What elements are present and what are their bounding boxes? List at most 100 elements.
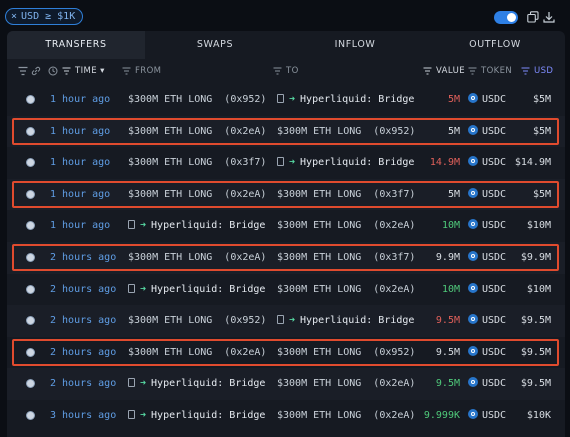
to-entity-name[interactable]: Hyperliquid: Bridge (300, 157, 415, 169)
to-address[interactable]: (0x952) (373, 125, 416, 137)
filter-icon[interactable] (521, 66, 530, 75)
time-cell[interactable]: 2 hours ago (50, 283, 117, 295)
time-cell[interactable]: 2 hours ago (50, 252, 117, 263)
to-address[interactable]: (0x2eA) (373, 378, 416, 390)
to-cell[interactable]: $300M ETH LONG (0x3f7) (277, 242, 415, 274)
download-icon[interactable] (543, 11, 555, 23)
to-entity-name[interactable]: $300M ETH LONG (277, 346, 362, 358)
remove-filter-icon[interactable]: × (11, 11, 18, 22)
from-cell[interactable]: $300M ETH LONG (0x952) (128, 84, 266, 116)
to-entity-name[interactable]: $300M ETH LONG (277, 125, 362, 137)
to-address[interactable]: (0x3f7) (373, 188, 416, 200)
tab-swaps[interactable]: SWAPS (196, 39, 234, 50)
token-column-header[interactable]: TOKEN (468, 65, 512, 77)
token-cell[interactable]: USDC (468, 274, 506, 306)
to-entity-name[interactable]: Hyperliquid: Bridge (300, 315, 415, 327)
usd-filter-chip[interactable]: × USD ≥ $1K (5, 8, 83, 25)
table-row[interactable]: 1 hour ago $300M ETH LONG (0x3f7) ➜ Hyperliq… (7, 147, 565, 179)
from-cell[interactable]: ➜ Hyperliquid: Bridge (128, 368, 265, 400)
time-cell[interactable]: 3 hours ago (50, 410, 117, 421)
token-cell[interactable]: USDC (468, 368, 506, 400)
table-row[interactable]: 2 hours ago ➜ Hyperliquid: Bridge $300M ETH… (7, 368, 565, 400)
from-entity-name[interactable]: $300M ETH LONG (128, 315, 213, 327)
from-entity-name[interactable]: $300M ETH LONG (128, 252, 213, 263)
time-cell[interactable]: 1 hour ago (50, 94, 111, 105)
token-cell[interactable]: USDC (468, 210, 506, 242)
to-entity-name[interactable]: $300M ETH LONG (277, 188, 362, 200)
filter-icon[interactable] (62, 66, 71, 75)
tab-outflow[interactable]: OUTFLOW (469, 39, 521, 50)
from-entity-name[interactable]: Hyperliquid: Bridge (151, 378, 266, 390)
to-cell[interactable]: ➜ Hyperliquid: Bridge (277, 147, 414, 179)
table-row[interactable]: 2 hours ago $300M ETH LONG (0x952) ➜ Hyperli… (7, 305, 565, 337)
table-row[interactable]: 2 hours ago ➜ Hyperliquid: Bridge $300M ETH… (7, 274, 565, 306)
from-entity-name[interactable]: $300M ETH LONG (128, 94, 213, 105)
table-row[interactable]: 2 hours ago $300M ETH LONG (0x2eA) $300M ET… (7, 337, 565, 369)
from-cell[interactable]: $300M ETH LONG (0x952) (128, 305, 266, 337)
to-entity-name[interactable]: $300M ETH LONG (277, 220, 362, 232)
from-address[interactable]: (0x2eA) (224, 188, 267, 200)
to-cell[interactable]: $300M ETH LONG (0x2eA) (277, 210, 415, 242)
from-address[interactable]: (0x2eA) (224, 252, 267, 263)
from-cell[interactable]: ➜ Hyperliquid: Bridge (128, 400, 265, 432)
link-icon[interactable] (31, 65, 41, 77)
from-entity-name[interactable]: $300M ETH LONG (128, 188, 213, 200)
time-cell[interactable]: 1 hour ago (50, 220, 111, 232)
table-row[interactable]: 1 hour ago $300M ETH LONG (0x2eA) $300M ETH… (7, 178, 565, 211)
to-entity-name[interactable]: $300M ETH LONG (277, 378, 362, 390)
time-cell[interactable]: 2 hours ago (50, 346, 117, 358)
filter-icon[interactable] (468, 66, 477, 75)
to-cell[interactable]: ➜ Hyperliquid: Bridge (277, 84, 414, 116)
tab-transfers[interactable]: TRANSFERS (7, 31, 145, 59)
to-cell[interactable]: $300M ETH LONG (0x2eA) (277, 400, 415, 432)
toggle-switch[interactable] (494, 11, 518, 24)
token-cell[interactable]: USDC (468, 305, 506, 337)
token-cell[interactable]: USDC (468, 242, 506, 274)
time-cell[interactable]: 1 hour ago (50, 125, 111, 137)
to-cell[interactable]: $300M ETH LONG (0x952) (277, 116, 415, 148)
to-cell[interactable]: $300M ETH LONG (0x2eA) (277, 274, 415, 306)
to-cell[interactable]: $300M ETH LONG (0x952) (277, 337, 415, 369)
to-column-header[interactable]: TO (273, 65, 299, 77)
filter-icon[interactable] (122, 66, 131, 75)
from-entity-name[interactable]: Hyperliquid: Bridge (151, 410, 266, 421)
table-row[interactable]: 1 hour ago $300M ETH LONG (0x2eA) $300M ETH… (7, 115, 565, 148)
from-entity-name[interactable]: Hyperliquid: Bridge (151, 283, 266, 295)
from-entity-name[interactable]: $300M ETH LONG (128, 125, 213, 137)
from-address[interactable]: (0x3f7) (224, 157, 267, 169)
table-row[interactable]: 3 hours ago ➜ Hyperliquid: Bridge $300M ETH… (7, 400, 565, 432)
token-cell[interactable]: USDC (468, 337, 506, 369)
from-cell[interactable]: $300M ETH LONG (0x2eA) (128, 337, 266, 369)
usd-column-header[interactable]: USD (521, 65, 553, 77)
time-cell[interactable]: 1 hour ago (50, 188, 111, 200)
to-entity-name[interactable]: $300M ETH LONG (277, 252, 362, 263)
from-cell[interactable]: $300M ETH LONG (0x2eA) (128, 179, 266, 211)
to-entity-name[interactable]: $300M ETH LONG (277, 410, 362, 421)
from-cell[interactable]: $300M ETH LONG (0x3f7) (128, 147, 266, 179)
to-cell[interactable]: $300M ETH LONG (0x2eA) (277, 368, 415, 400)
from-entity-name[interactable]: Hyperliquid: Bridge (151, 220, 266, 232)
token-cell[interactable]: USDC (468, 116, 506, 148)
value-column-header[interactable]: VALUE (423, 65, 465, 77)
table-row[interactable]: 1 hour ago ➜ Hyperliquid: Bridge $300M ETH … (7, 210, 565, 242)
to-entity-name[interactable]: Hyperliquid: Bridge (300, 94, 415, 105)
from-address[interactable]: (0x2eA) (224, 125, 267, 137)
tab-inflow[interactable]: INFLOW (334, 39, 376, 50)
to-cell[interactable]: $300M ETH LONG (0x3f7) (277, 179, 415, 211)
from-cell[interactable]: ➜ Hyperliquid: Bridge (128, 210, 265, 242)
time-cell[interactable]: 1 hour ago (50, 157, 111, 169)
filter-icon[interactable] (18, 65, 28, 77)
from-address[interactable]: (0x2eA) (224, 346, 267, 358)
from-column-header[interactable]: FROM (122, 65, 161, 77)
to-entity-name[interactable]: $300M ETH LONG (277, 283, 362, 295)
table-row[interactable]: 2 hours ago $300M ETH LONG (0x2eA) $300M ET… (7, 242, 565, 274)
from-address[interactable]: (0x952) (224, 94, 267, 105)
filter-icon[interactable] (423, 66, 432, 75)
clock-icon[interactable] (48, 65, 58, 77)
to-address[interactable]: (0x2eA) (373, 410, 416, 421)
copy-icon[interactable] (527, 11, 539, 23)
sort-desc-icon[interactable]: ▾ (100, 66, 105, 76)
table-row[interactable]: 1 hour ago $300M ETH LONG (0x952) ➜ Hyperliq… (7, 84, 565, 116)
to-address[interactable]: (0x2eA) (373, 283, 416, 295)
to-address[interactable]: (0x952) (373, 346, 416, 358)
